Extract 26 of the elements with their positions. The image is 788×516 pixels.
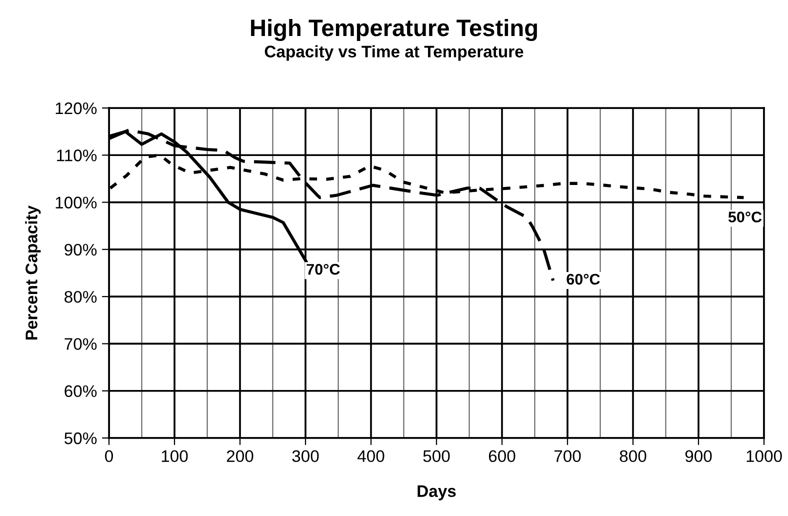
y-tick-label: 120%	[56, 102, 97, 114]
y-axis-title: Percent Capacity	[25, 205, 41, 340]
x-tick-label: 500	[423, 450, 450, 462]
chart-title: High Temperature Testing	[251, 18, 537, 42]
x-tick-label: 100	[162, 450, 188, 462]
y-tick-label: 80%	[64, 290, 97, 303]
y-tick-label: 60%	[64, 385, 97, 398]
y-tick-label: 70%	[64, 338, 97, 350]
x-axis-title: Days	[418, 485, 456, 500]
x-tick-label: 200	[226, 450, 254, 462]
y-tick-label: 90%	[64, 244, 97, 256]
annotation: 50°C	[728, 212, 762, 222]
annotation: 60°C	[566, 274, 600, 285]
annotation: 70°C	[306, 264, 340, 275]
chart-subtitle: Capacity vs Time at Temperature	[264, 45, 524, 61]
x-tick-label: 400	[357, 450, 384, 462]
x-tick-label: 1000	[746, 450, 782, 462]
y-tick-label: 110%	[57, 150, 97, 162]
x-tick-label: 900	[685, 450, 712, 462]
y-tick-label: 50%	[64, 432, 97, 444]
x-tick-label: 700	[554, 450, 581, 462]
y-tick-label: 100%	[56, 196, 97, 208]
x-tick-label: 800	[620, 450, 646, 462]
x-tick-label: 300	[292, 450, 319, 462]
x-tick-label: 0	[105, 450, 113, 462]
x-tick-label: 600	[488, 450, 516, 462]
